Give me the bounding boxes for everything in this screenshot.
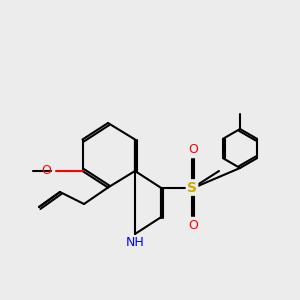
Text: S: S (187, 181, 197, 194)
Text: O: O (41, 164, 51, 178)
Text: O: O (189, 219, 198, 232)
Text: O: O (189, 143, 198, 156)
Text: NH: NH (126, 236, 144, 248)
